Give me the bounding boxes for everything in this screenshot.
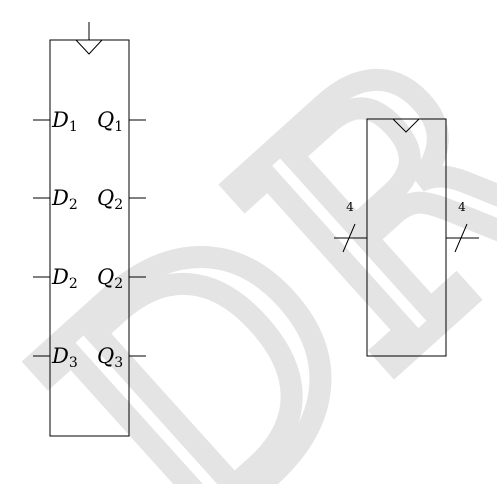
port-row-4: D3 Q3 [33,344,146,371]
d-port-label: D3 [51,344,78,371]
output-bus-width: 4 [458,200,466,214]
d-port-label: D2 [51,265,78,292]
d-port-label: D2 [51,186,78,213]
q-port-label: Q2 [97,265,123,292]
q-port-label: Q2 [97,186,123,213]
bus-slash-icon [342,223,356,253]
clock-triangle-icon [75,39,103,55]
port-row-3: D2 Q2 [33,265,146,292]
d-port-label: D1 [51,108,78,135]
port-row-2: D2 Q2 [33,186,146,213]
port-row-1: D1 Q1 [33,108,146,135]
q-port-label: Q3 [97,344,123,371]
bus-slash-icon [454,223,468,253]
register-four-bit: D1 Q1 D2 Q2 D2 Q2 D3 Q3 [33,22,146,437]
clock-triangle-icon [392,118,420,133]
register-bus: 4 4 [334,118,479,357]
input-bus-width: 4 [346,200,354,214]
q-port-label: Q1 [97,108,123,135]
